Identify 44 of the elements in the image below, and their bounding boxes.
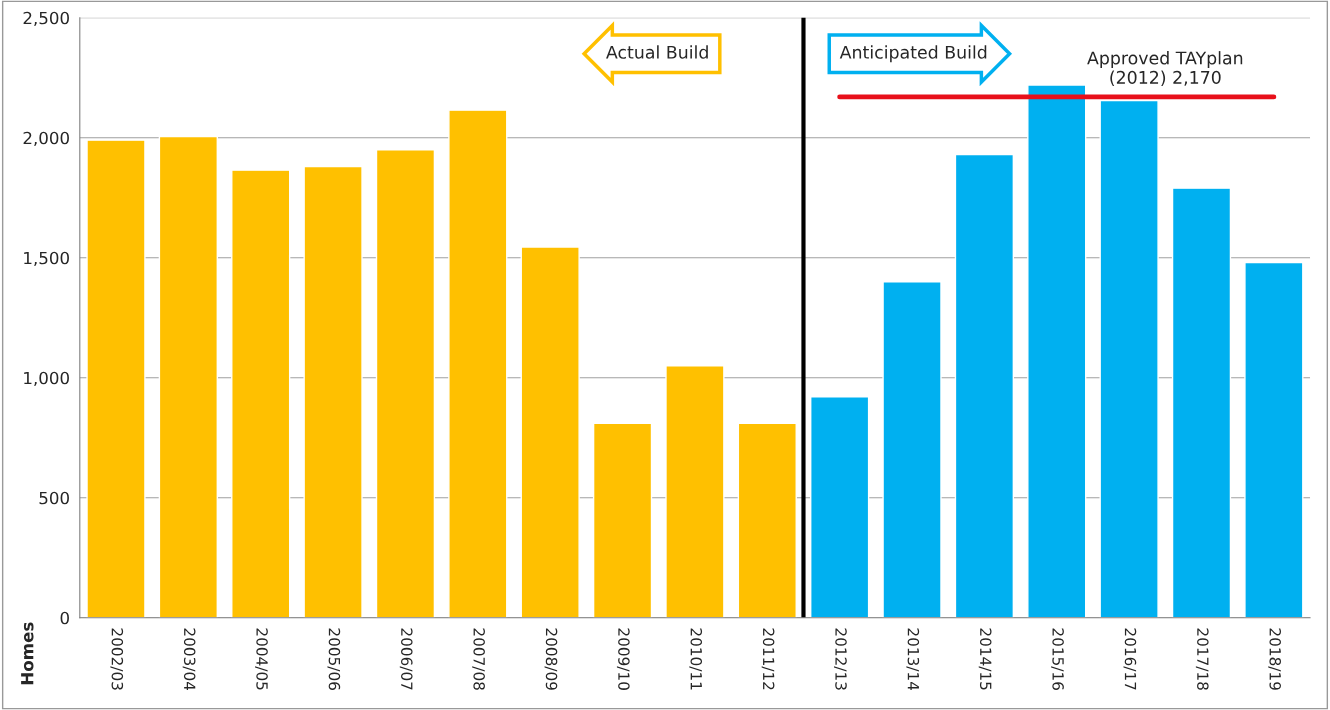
bar bbox=[592, 422, 653, 618]
x-tick-label: 2004/05 bbox=[255, 628, 268, 690]
x-tick-label: 2014/15 bbox=[978, 628, 992, 690]
y-tick-label: 2,500 bbox=[23, 11, 69, 27]
bar bbox=[954, 153, 1015, 618]
y-tick-label: 500 bbox=[39, 491, 69, 505]
bar bbox=[1171, 187, 1232, 618]
bar bbox=[882, 281, 942, 618]
y-axis-title: Homes bbox=[21, 622, 34, 685]
bar bbox=[1027, 84, 1087, 618]
bar bbox=[375, 149, 436, 618]
annotation: Anticipated Build bbox=[839, 45, 987, 63]
x-tick-label: 2015/16 bbox=[1051, 628, 1064, 690]
x-tick-label: 2009/10 bbox=[616, 628, 630, 690]
bar bbox=[448, 109, 508, 618]
x-tick-label: 2011/12 bbox=[761, 628, 775, 690]
x-tick-label: 2010/11 bbox=[689, 628, 703, 690]
x-tick-label: 2018/19 bbox=[1268, 628, 1281, 690]
bar bbox=[737, 422, 797, 618]
y-tick-label: 2,000 bbox=[23, 131, 69, 147]
bar bbox=[1244, 261, 1304, 618]
x-tick-label: 2003/04 bbox=[182, 628, 196, 691]
x-tick-label: 2012/13 bbox=[834, 628, 847, 690]
bar bbox=[158, 135, 218, 618]
bar bbox=[665, 365, 725, 618]
x-tick-label: 2013/14 bbox=[906, 628, 920, 691]
ref-line-label: Approved TAYplan (2012) 2,170 bbox=[1087, 51, 1243, 87]
x-tick-label: 2007/08 bbox=[472, 628, 485, 690]
y-tick-label: 1,500 bbox=[24, 251, 69, 266]
annotation: Actual Build bbox=[606, 45, 708, 59]
x-tick-label: 2016/17 bbox=[1123, 628, 1137, 690]
x-tick-label: 2008/09 bbox=[544, 628, 558, 690]
x-tick-label: 2002/03 bbox=[110, 628, 124, 690]
y-tick-label: 1,000 bbox=[24, 371, 69, 386]
y-tick-label: 0 bbox=[60, 611, 69, 625]
bar bbox=[520, 246, 580, 618]
bar bbox=[810, 396, 870, 618]
x-tick-label: 2006/07 bbox=[399, 628, 413, 690]
bar bbox=[231, 169, 291, 618]
bar bbox=[303, 165, 363, 618]
x-tick-label: 2017/18 bbox=[1195, 628, 1209, 690]
bar bbox=[86, 139, 146, 618]
x-tick-label: 2005/06 bbox=[327, 628, 341, 690]
bar bbox=[1099, 99, 1159, 618]
